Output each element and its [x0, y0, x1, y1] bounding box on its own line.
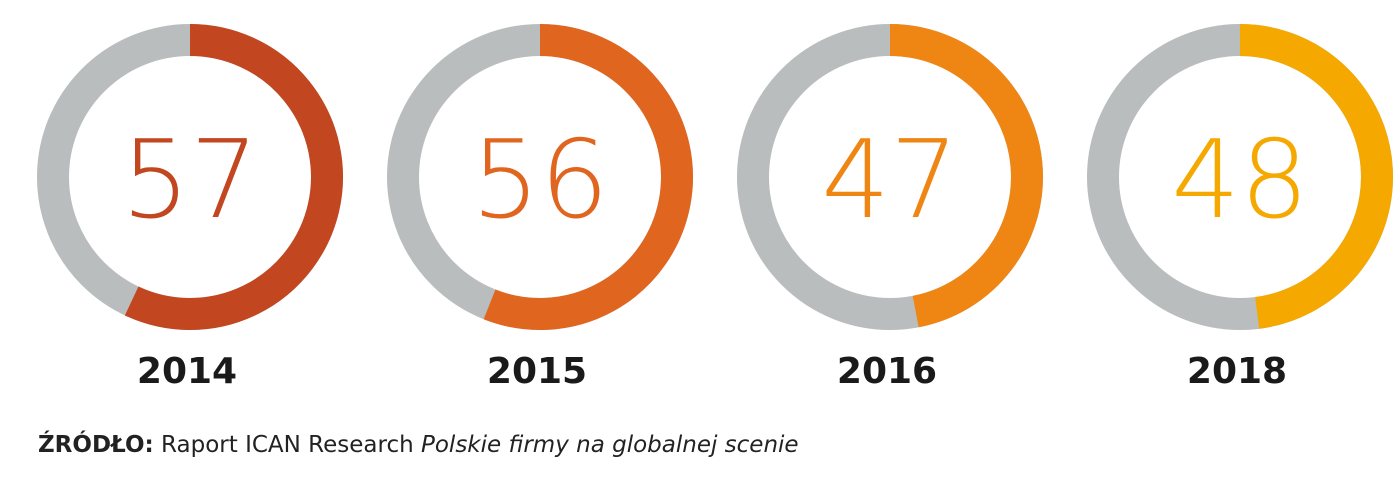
year-label-2018: 2018 [1187, 351, 1287, 392]
source-text: Raport ICAN Research [161, 432, 414, 458]
year-label-2014: 2014 [137, 351, 237, 392]
source-prefix: ŹRÓDŁO: [38, 432, 154, 458]
donut-arc-2018 [1239, 24, 1393, 329]
year-label-2015: 2015 [487, 351, 587, 392]
source-note: ŹRÓDŁO: Raport ICAN Research Polskie fir… [38, 432, 799, 458]
year-label-2016: 2016 [837, 351, 937, 392]
value-label-2014: 57 [121, 118, 258, 243]
donut-arc-2016 [889, 24, 1043, 328]
source-title: Polskie firmy na globalnej scenie [420, 432, 799, 458]
donut-arc-2015 [483, 24, 693, 330]
donut-arc-2014 [124, 24, 343, 330]
value-label-2018: 48 [1171, 118, 1308, 243]
donut-charts: 57 2014 56 2015 47 2016 48 2018 [37, 24, 1393, 392]
value-label-2015: 56 [471, 118, 608, 243]
value-label-2016: 47 [821, 118, 958, 243]
